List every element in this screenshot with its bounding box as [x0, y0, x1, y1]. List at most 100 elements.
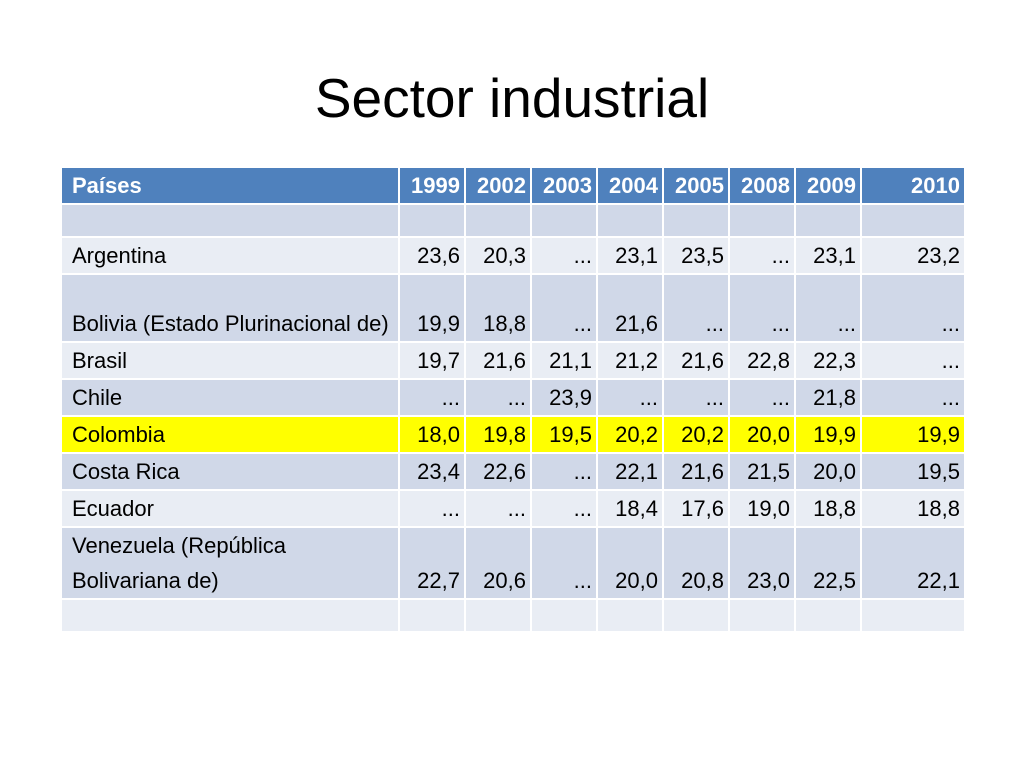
slide-title: Sector industrial: [314, 67, 710, 129]
value-cell-2009: 19,9: [794, 415, 862, 454]
table-row: Chile...... 23,9......... 21,8...: [60, 378, 966, 417]
value-cell-2005: 17,6: [662, 489, 730, 528]
value-cell-2009: 20,0: [794, 452, 862, 491]
country-cell: [60, 203, 400, 238]
country-cell: [60, 598, 400, 633]
table-row: Colombia 18,0 19,8 19,5 20,2 20,2 20,0 19,9 19,9: [60, 415, 966, 454]
value-cell-2002: 18,8: [464, 273, 532, 343]
value-cell-2002: 19,8: [464, 415, 532, 454]
header-cell-2002: 2002: [464, 166, 532, 205]
value-cell-2008: ...: [728, 236, 796, 275]
value-cell-2009: [794, 598, 862, 633]
value-cell-1999: 23,6: [398, 236, 466, 275]
table-header-row: Países 1999 2002 2003 2004 2005 2008 200…: [60, 166, 966, 205]
table-row: Venezuela (República Bolivariana de) 22,7…: [60, 526, 966, 600]
value-cell-2005: 20,2: [662, 415, 730, 454]
value-cell-2004: 18,4: [596, 489, 664, 528]
table-row: [60, 598, 966, 633]
country-cell: Brasil: [60, 341, 400, 380]
value-cell-2004: 20,0: [596, 526, 664, 600]
value-cell-2005: [662, 598, 730, 633]
country-cell: Venezuela (República Bolivariana de): [60, 526, 400, 600]
value-cell-2002: 21,6: [464, 341, 532, 380]
header-cell-paises: Países: [60, 166, 400, 205]
header-cell-1999: 1999: [398, 166, 466, 205]
value-cell-2008: 23,0: [728, 526, 796, 600]
value-cell-2004: 21,6: [596, 273, 664, 343]
value-cell-2005: ...: [662, 378, 730, 417]
value-cell-2002: 20,6: [464, 526, 532, 600]
value-cell-2008: ...: [728, 378, 796, 417]
country-cell: Bolivia (Estado Plurinacional de): [60, 273, 400, 343]
value-cell-2004: ...: [596, 378, 664, 417]
value-cell-2010: ...: [860, 378, 966, 417]
value-cell-2004: [596, 203, 664, 238]
value-cell-2004: 21,2: [596, 341, 664, 380]
value-cell-2004: 20,2: [596, 415, 664, 454]
value-cell-2008: 19,0: [728, 489, 796, 528]
country-cell: Colombia: [60, 415, 400, 454]
value-cell-2009: 18,8: [794, 489, 862, 528]
value-cell-1999: 18,0: [398, 415, 466, 454]
header-cell-2004: 2004: [596, 166, 664, 205]
value-cell-2005: [662, 203, 730, 238]
table-row: Costa Rica 23,4 22,6... 22,1 21,6 21,5 20,0 19,…: [60, 452, 966, 491]
header-cell-2005: 2005: [662, 166, 730, 205]
value-cell-2008: 20,0: [728, 415, 796, 454]
table-row: Brasil 19,7 21,6 21,1 21,2 21,6 22,8 22,3...: [60, 341, 966, 380]
value-cell-2004: 22,1: [596, 452, 664, 491]
data-table: Países 1999 2002 2003 2004 2005 2008 200…: [60, 166, 966, 633]
header-cell-2003: 2003: [530, 166, 598, 205]
value-cell-2008: [728, 203, 796, 238]
value-cell-1999: [398, 203, 466, 238]
header-cell-2010: 2010: [860, 166, 966, 205]
table-row: Argentina 23,6 20,3... 23,1 23,5... 23,1 23,2: [60, 236, 966, 275]
value-cell-1999: ...: [398, 489, 466, 528]
value-cell-2004: 23,1: [596, 236, 664, 275]
value-cell-1999: [398, 598, 466, 633]
value-cell-2002: 20,3: [464, 236, 532, 275]
value-cell-2009: 22,3: [794, 341, 862, 380]
header-cell-2009: 2009: [794, 166, 862, 205]
value-cell-2003: ...: [530, 236, 598, 275]
table-row: [60, 203, 966, 238]
value-cell-2005: ...: [662, 273, 730, 343]
value-cell-2003: ...: [530, 452, 598, 491]
value-cell-2009: 21,8: [794, 378, 862, 417]
value-cell-2010: 19,5: [860, 452, 966, 491]
value-cell-2008: ...: [728, 273, 796, 343]
value-cell-2005: 21,6: [662, 452, 730, 491]
value-cell-2010: 23,2: [860, 236, 966, 275]
value-cell-1999: 22,7: [398, 526, 466, 600]
table-row: Bolivia (Estado Plurinacional de) 19,9 18,…: [60, 273, 966, 343]
value-cell-1999: 19,9: [398, 273, 466, 343]
value-cell-2010: 19,9: [860, 415, 966, 454]
value-cell-2004: [596, 598, 664, 633]
country-cell: Argentina: [60, 236, 400, 275]
value-cell-2003: ...: [530, 489, 598, 528]
value-cell-2009: ...: [794, 273, 862, 343]
table-row: Ecuador......... 18,4 17,6 19,0 18,8 18,8: [60, 489, 966, 528]
value-cell-2010: 22,1: [860, 526, 966, 600]
value-cell-2008: 21,5: [728, 452, 796, 491]
country-cell: Chile: [60, 378, 400, 417]
value-cell-2008: 22,8: [728, 341, 796, 380]
value-cell-1999: 23,4: [398, 452, 466, 491]
value-cell-2003: 21,1: [530, 341, 598, 380]
value-cell-2005: 23,5: [662, 236, 730, 275]
header-cell-2008: 2008: [728, 166, 796, 205]
value-cell-2009: 23,1: [794, 236, 862, 275]
value-cell-2010: [860, 598, 966, 633]
value-cell-2002: [464, 598, 532, 633]
value-cell-2010: ...: [860, 273, 966, 343]
value-cell-2009: [794, 203, 862, 238]
value-cell-2002: ...: [464, 489, 532, 528]
value-cell-1999: 19,7: [398, 341, 466, 380]
value-cell-2010: [860, 203, 966, 238]
value-cell-2008: [728, 598, 796, 633]
value-cell-2002: [464, 203, 532, 238]
value-cell-2003: ...: [530, 526, 598, 600]
value-cell-2002: 22,6: [464, 452, 532, 491]
value-cell-1999: ...: [398, 378, 466, 417]
value-cell-2005: 20,8: [662, 526, 730, 600]
